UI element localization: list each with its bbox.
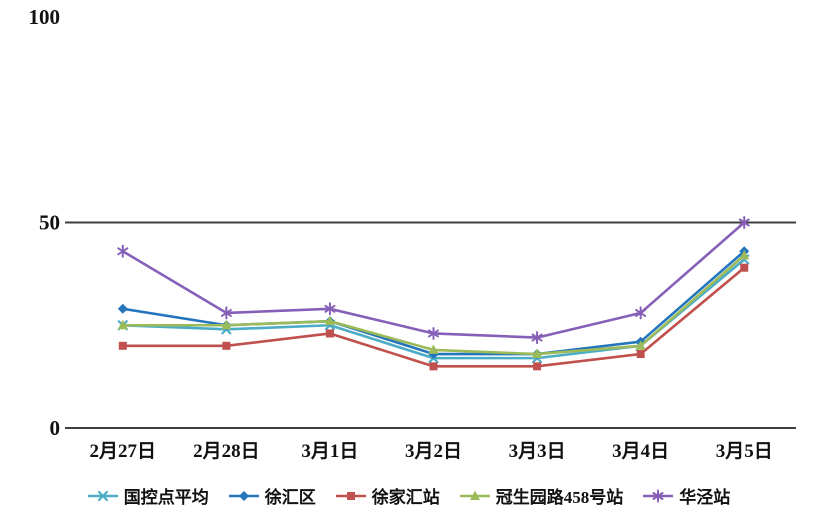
asterisk-marker <box>117 244 129 258</box>
square-marker <box>118 341 127 350</box>
data-point <box>531 331 543 345</box>
data-point <box>429 362 438 371</box>
asterisk-marker <box>635 306 647 320</box>
chart-plot-area: 0 50 100 2月27日 2月28日 3月1日 3月2日 3月3日 3月4日 3月5日 <box>29 5 796 462</box>
triangle-marker <box>469 490 480 500</box>
data-point <box>325 329 334 338</box>
x-tick-label: 3月3日 <box>509 441 566 462</box>
data-point <box>117 303 128 314</box>
legend-item-3: 冠生园路458号站 <box>459 483 624 508</box>
legend-label: 徐汇区 <box>264 488 316 507</box>
square-marker <box>346 491 355 500</box>
x-tick-label: 3月2日 <box>405 441 462 462</box>
square-marker <box>325 329 334 338</box>
data-point <box>738 216 750 229</box>
data-point <box>117 319 128 330</box>
chart-legend: 国控点平均 徐汇区 徐家汇站 冠生园路458号站 华泾站 <box>0 473 817 508</box>
data-point <box>428 344 439 354</box>
square-marker <box>533 362 542 371</box>
data-point <box>636 350 645 359</box>
data-point <box>739 249 750 260</box>
legend-label: 华泾站 <box>679 488 731 507</box>
triangle-marker <box>635 340 646 350</box>
triangle-marker <box>428 344 439 354</box>
data-point <box>635 340 646 350</box>
data-point <box>532 348 543 359</box>
data-point <box>324 315 335 326</box>
legend-item-4: 华泾站 <box>642 483 730 508</box>
data-point <box>118 341 127 350</box>
data-point <box>324 302 336 316</box>
data-point <box>221 319 232 330</box>
legend-label: 徐家汇站 <box>371 488 440 507</box>
data-point <box>533 362 542 371</box>
triangle-marker <box>532 348 543 359</box>
legend-key-icon <box>459 490 490 500</box>
triangle-marker <box>117 319 128 330</box>
series-line-0 <box>121 258 746 360</box>
x-tick-label: 2月28日 <box>193 441 260 462</box>
x-tick-label: 3月5日 <box>716 441 773 462</box>
asterisk-marker <box>531 331 543 345</box>
asterisk-marker <box>652 489 664 502</box>
legend-key-icon <box>228 490 259 501</box>
diamond-marker <box>117 303 128 314</box>
square-marker <box>740 263 749 272</box>
y-tick-label: 100 <box>29 5 61 29</box>
data-point <box>222 341 231 350</box>
y-tick-label: 0 <box>50 416 61 440</box>
legend-label: 国控点平均 <box>123 488 209 507</box>
legend-key-icon <box>87 490 118 501</box>
triangle-marker <box>739 249 750 260</box>
asterisk-marker <box>324 302 336 316</box>
diamond-marker <box>238 490 249 501</box>
triangle-marker <box>324 315 335 326</box>
asterisk-marker <box>428 326 439 340</box>
data-point <box>428 326 439 340</box>
x-tick-label: 2月27日 <box>90 441 157 462</box>
legend-item-2: 徐家汇站 <box>335 483 440 508</box>
legend-item-1: 徐汇区 <box>228 483 316 508</box>
x-tick-label: 3月4日 <box>612 441 669 462</box>
triangle-marker <box>221 319 232 330</box>
data-point <box>220 306 232 320</box>
data-point <box>117 244 129 258</box>
y-tick-label: 50 <box>39 211 60 235</box>
series-line-4 <box>121 221 746 339</box>
asterisk-marker <box>738 216 750 229</box>
x-marker <box>97 490 108 501</box>
legend-key-icon <box>643 489 674 502</box>
data-point <box>635 306 647 320</box>
x-tick-label: 3月1日 <box>301 441 358 462</box>
square-marker <box>429 362 438 371</box>
data-point <box>740 263 749 272</box>
square-marker <box>636 350 645 359</box>
legend-label: 冠生园路458号站 <box>495 488 624 507</box>
legend-item-0: 国控点平均 <box>87 483 209 508</box>
square-marker <box>222 341 231 350</box>
asterisk-marker <box>220 306 232 320</box>
legend-key-icon <box>335 491 366 500</box>
